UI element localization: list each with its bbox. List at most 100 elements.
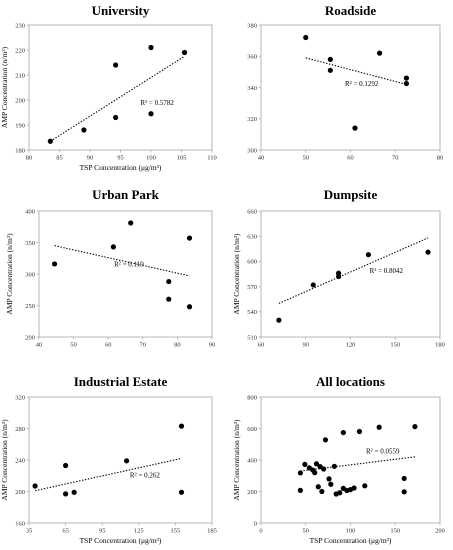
data-point [356,428,363,435]
y-tick-label: 200 [15,489,25,496]
data-point [365,252,371,258]
data-point [113,62,119,68]
y-tick-label: 660 [247,208,257,215]
chart-title: Dumpsite [324,187,378,202]
y-tick-label: 180 [15,147,25,154]
r-squared-label: R² = 0.1292 [345,80,379,88]
data-point [362,483,368,489]
x-tick-label: 100 [346,528,356,535]
data-point [312,470,318,476]
y-tick-label: 320 [15,394,25,401]
y-tick-label: 220 [15,47,25,54]
x-tick-label: 120 [346,342,356,349]
data-point [297,487,303,493]
data-point [337,490,343,496]
data-point [178,489,185,495]
data-point [47,138,53,144]
chart-panel-4: Industrial Estate 35 65 95 125 155 185 160 200 24… [0,374,217,545]
data-point [124,458,130,464]
r-squared-label: R² = 0.0559 [366,448,400,456]
y-axis-label: AMP Concentration (n/m³) [5,233,14,315]
data-point [113,114,119,121]
x-tick-label: 40 [258,155,265,162]
data-point [401,489,407,495]
chart-panel-3: Dumpsite 60 90 120 150 180 510 540 570 600 630 660 A… [232,187,445,349]
data-point [297,470,303,476]
data-point [340,429,346,436]
y-tick-label: 630 [247,234,257,241]
data-point [303,34,309,41]
data-point [110,244,116,250]
y-tick-label: 350 [25,240,35,247]
y-axis-label: AMP Concentration (n/m³) [232,233,241,315]
data-point [186,304,193,310]
x-tick-label: 60 [105,342,112,349]
x-tick-label: 150 [390,528,400,535]
x-tick-label: 180 [435,342,445,349]
x-tick-label: 185 [207,528,217,535]
trendline [54,245,190,277]
y-tick-label: 600 [247,426,257,433]
chart-title: University [92,3,150,18]
x-tick-label: 50 [303,528,310,535]
data-point [71,489,77,495]
chart-title: All locations [316,374,385,389]
r-squared-label: R² = 0.119 [114,260,144,268]
y-tick-label: 340 [247,85,257,92]
x-axis-label: TSP Concentration (μg/m³) [80,536,162,545]
data-point [315,484,321,490]
trendline [34,457,182,492]
data-point [310,282,316,288]
data-point [376,424,382,430]
x-tick-label: 50 [70,342,77,349]
data-point [166,296,172,302]
data-point [376,50,383,56]
y-tick-label: 570 [247,284,257,291]
data-point [335,273,342,280]
data-point [148,111,154,117]
data-point [331,463,337,469]
x-tick-label: 90 [303,342,310,349]
x-axis-label: TSP Concentration (μg/m³) [310,536,392,545]
data-point [276,317,282,323]
data-point [326,476,332,482]
trendline [305,57,407,85]
data-point [313,461,320,467]
data-point [412,424,418,430]
y-tick-label: 600 [247,259,257,266]
data-point [327,67,333,73]
x-tick-label: 65 [62,528,69,535]
x-tick-label: 125 [134,528,144,535]
y-tick-label: 200 [25,334,35,341]
data-point [148,44,154,51]
data-point [186,235,193,241]
y-tick-label: 510 [247,334,257,341]
y-tick-label: 240 [15,457,25,464]
r-squared-label: R² = 0.5782 [140,99,174,107]
chart-panel-0: University 80 85 90 95 100 105 110 180 190 200 210 2… [0,3,217,172]
x-tick-label: 0 [259,528,262,535]
data-point [63,462,69,469]
y-tick-label: 300 [25,271,35,278]
x-tick-label: 200 [435,528,445,535]
y-tick-label: 400 [247,457,257,464]
chart-title: Roadside [325,3,377,18]
y-tick-label: 200 [15,97,25,104]
data-point [32,483,38,489]
y-tick-label: 540 [247,309,257,316]
y-tick-label: 230 [15,22,25,29]
y-tick-label: 800 [247,394,257,401]
data-point [403,75,410,81]
trendline [50,55,185,142]
x-tick-label: 100 [146,155,156,162]
y-axis-label: AMP Concentration (n/m³) [0,46,9,128]
trendline [278,237,429,304]
chart-title: Industrial Estate [74,374,168,389]
x-tick-label: 35 [26,528,33,535]
x-tick-label: 85 [56,155,63,162]
x-tick-label: 150 [390,342,400,349]
chart-panel-5: All locations 0 50 100 150 200 0 200 400 600 800 TS… [232,374,445,545]
data-point [81,127,87,133]
x-tick-label: 155 [171,528,181,535]
